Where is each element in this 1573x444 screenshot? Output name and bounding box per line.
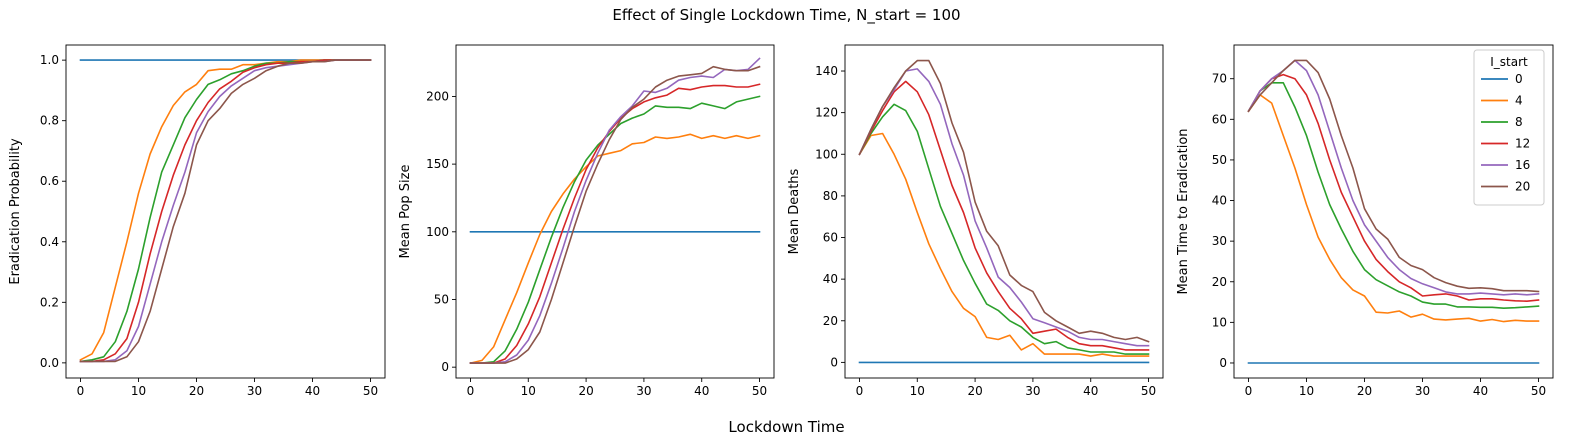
y-tick-label: 80: [823, 189, 838, 203]
y-tick-label: 1.0: [40, 53, 59, 67]
y-tick-label: 0.0: [40, 356, 59, 370]
legend: I_start 0 4 8 12 16 20: [1473, 49, 1545, 206]
x-tick-label: 20: [578, 384, 593, 398]
series-line-16: [858, 68, 1150, 347]
legend-entry-label: 4: [1515, 94, 1523, 108]
series-line-20: [858, 59, 1150, 343]
subplot-3: 0 10 20 30 40 50 0 20 40 60 80 100 120 140 Mean Deaths: [787, 44, 1164, 398]
y-tick-label: 20: [1212, 275, 1227, 289]
series-line-20: [79, 59, 372, 363]
x-tick-label: 30: [636, 384, 651, 398]
x-tick-label: 10: [910, 384, 925, 398]
y-tick-label: 100: [426, 225, 449, 239]
y-tick-label: 100: [815, 147, 838, 161]
x-tick-label: 20: [189, 384, 204, 398]
x-tick-label: 50: [1531, 384, 1546, 398]
y-axis-label: Mean Pop Size: [398, 165, 413, 259]
x-tick-label: 10: [521, 384, 536, 398]
legend-title: I_start: [1490, 55, 1528, 69]
legend-entry-label: 8: [1515, 115, 1523, 129]
legend-box: [1473, 49, 1545, 206]
series-line-16: [469, 57, 761, 364]
figure-title: Effect of Single Lockdown Time, N_start …: [612, 6, 961, 24]
series-line-12: [469, 83, 761, 364]
x-tick-label: 40: [694, 384, 709, 398]
axes-frame: [455, 44, 775, 379]
y-tick-label: 0.6: [40, 174, 59, 188]
y-tick-label: 40: [823, 272, 838, 286]
y-tick-label: 0: [830, 355, 838, 369]
series-line-20: [469, 65, 761, 364]
series-line-16: [79, 59, 372, 363]
series-line-12: [79, 59, 372, 363]
x-tick-label: 10: [1299, 384, 1314, 398]
series-line-4: [858, 132, 1150, 357]
x-tick-label: 50: [1141, 384, 1156, 398]
x-tick-label: 30: [1415, 384, 1430, 398]
legend-entry-label: 0: [1515, 72, 1523, 86]
figure-x-axis-label: Lockdown Time: [728, 418, 845, 436]
y-tick-label: 200: [426, 89, 449, 103]
y-tick-label: 0.8: [40, 114, 59, 128]
y-tick-label: 0: [1219, 356, 1227, 370]
y-axis-label: Mean Time to Eradication: [1176, 128, 1191, 294]
subplot-1: 0 10 20 30 40 50 0.0 0.2 0.4 0.6 0.8 1.0 Eradication…: [8, 44, 386, 398]
y-tick-label: 10: [1212, 315, 1227, 329]
x-tick-label: 50: [363, 384, 378, 398]
y-axis-label: Eradication Probability: [8, 138, 23, 285]
series-line-4: [469, 133, 761, 365]
x-tick-label: 0: [856, 384, 864, 398]
y-tick-label: 60: [1212, 112, 1227, 126]
y-axis-label: Mean Deaths: [787, 168, 802, 254]
subplot-2: 0 10 20 30 40 50 0 50 100 150 200 Mean Pop Size: [398, 44, 775, 398]
series-line-8: [1247, 82, 1540, 310]
y-tick-label: 20: [823, 314, 838, 328]
y-tick-label: 70: [1212, 72, 1227, 86]
series-line-4: [79, 59, 372, 361]
series-line-4: [1247, 94, 1540, 323]
x-tick-label: 10: [131, 384, 146, 398]
series-line-20: [1247, 59, 1540, 293]
x-tick-label: 20: [967, 384, 982, 398]
axes-frame: [1233, 44, 1554, 379]
axes-frame: [844, 44, 1164, 379]
x-tick-label: 20: [1357, 384, 1372, 398]
legend-entry-label: 12: [1515, 137, 1530, 151]
x-tick-label: 0: [1245, 384, 1253, 398]
x-tick-label: 0: [77, 384, 85, 398]
y-tick-label: 140: [815, 64, 838, 78]
x-tick-label: 40: [305, 384, 320, 398]
y-tick-label: 30: [1212, 234, 1227, 248]
x-tick-label: 50: [752, 384, 767, 398]
x-tick-label: 30: [247, 384, 262, 398]
series-line-12: [1247, 73, 1540, 303]
y-tick-label: 0.4: [40, 235, 59, 249]
x-tick-label: 40: [1083, 384, 1098, 398]
legend-entry-label: 20: [1515, 180, 1530, 194]
y-tick-label: 120: [815, 106, 838, 120]
y-tick-label: 40: [1212, 194, 1227, 208]
series-line-8: [858, 103, 1150, 355]
x-tick-label: 30: [1025, 384, 1040, 398]
x-tick-label: 40: [1473, 384, 1488, 398]
series-line-16: [1247, 59, 1540, 296]
y-tick-label: 0.2: [40, 295, 59, 309]
y-tick-label: 60: [823, 231, 838, 245]
y-tick-label: 150: [426, 157, 449, 171]
y-tick-label: 50: [1212, 153, 1227, 167]
series-line-8: [79, 59, 372, 363]
y-tick-label: 50: [434, 292, 449, 306]
axes-frame: [65, 44, 386, 379]
series-line-12: [858, 80, 1150, 351]
x-tick-label: 0: [467, 384, 475, 398]
legend-entry-label: 16: [1515, 158, 1530, 172]
y-tick-label: 0: [441, 360, 449, 374]
